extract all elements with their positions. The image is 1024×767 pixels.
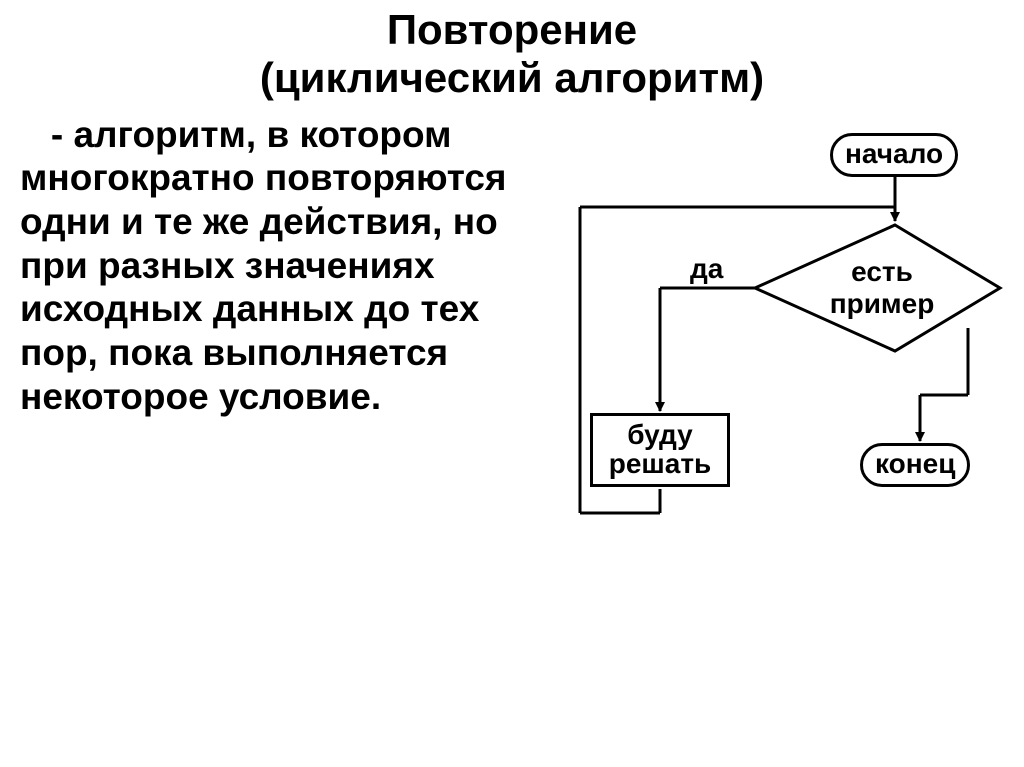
page-title: Повторение (циклический алгоритм) — [0, 0, 1024, 103]
start-label: начало — [845, 138, 943, 169]
end-label: конец — [875, 448, 955, 479]
start-node: начало — [830, 133, 958, 177]
flowchart-diagram: есть пример начало да буду решать — [530, 113, 1020, 633]
content-area: - алгоритм, в котором многократно повтор… — [0, 113, 1024, 633]
end-node: конец — [860, 443, 970, 487]
decision-text-1: есть — [851, 256, 913, 287]
process-line-1: буду — [601, 420, 719, 449]
flowchart-svg: есть пример — [530, 113, 1020, 633]
process-node: буду решать — [590, 413, 730, 488]
definition-text: - алгоритм, в котором многократно повтор… — [0, 113, 530, 633]
process-line-2: решать — [601, 449, 719, 478]
yes-label: да — [690, 253, 723, 285]
title-line-1: Повторение — [0, 6, 1024, 54]
title-line-2: (циклический алгоритм) — [0, 54, 1024, 102]
decision-text-2: пример — [830, 288, 935, 319]
